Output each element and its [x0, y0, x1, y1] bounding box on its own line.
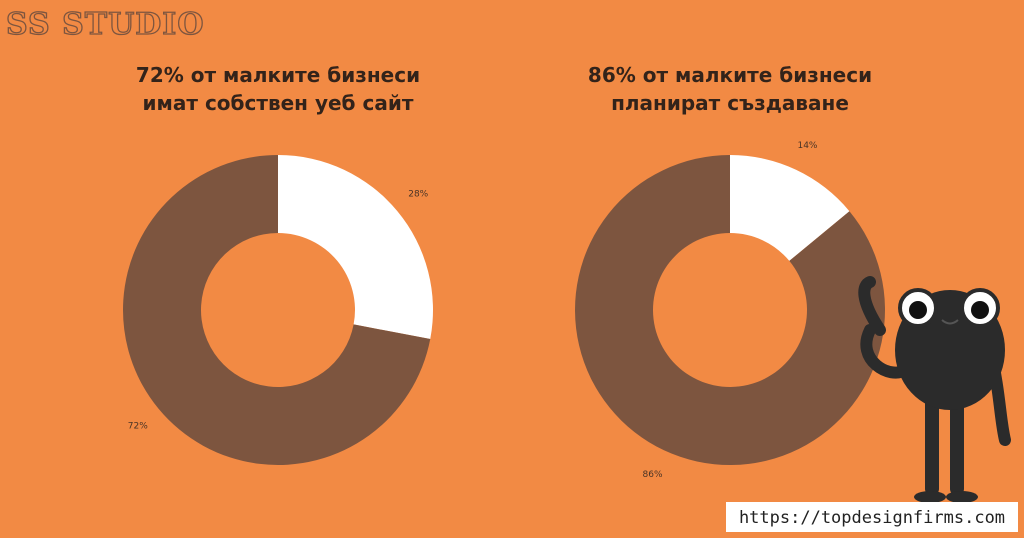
donut-slice — [278, 155, 433, 340]
value-label: 14% — [797, 141, 817, 151]
value-label: 28% — [408, 189, 428, 199]
value-label: 72% — [128, 422, 148, 432]
chart-title: имат собствен уеб сайт — [143, 91, 414, 115]
chart-title: 86% от малките бизнеси — [588, 63, 872, 87]
watermark-box — [726, 502, 1018, 532]
donut-slice — [730, 155, 850, 261]
donut-slice — [575, 155, 886, 465]
chart-title: планират създаване — [611, 91, 849, 115]
donut-slice — [122, 155, 431, 465]
value-label: 86% — [643, 470, 663, 480]
charts: 72% от малките бизнеси имат собствен уеб … — [122, 63, 886, 480]
brand: SS STUDIO — [6, 7, 204, 42]
mascot — [858, 276, 1011, 503]
chart-title: 72% от малките бизнеси — [136, 63, 420, 87]
watermark: https://topdesignfirms.com — [739, 508, 1005, 528]
